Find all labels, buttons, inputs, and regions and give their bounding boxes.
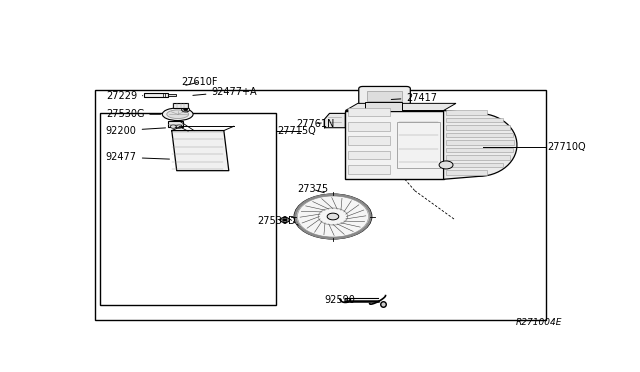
Bar bbox=[168, 94, 176, 96]
Circle shape bbox=[294, 194, 372, 239]
Bar bbox=[446, 155, 510, 160]
Text: 27715Q: 27715Q bbox=[277, 126, 316, 135]
Text: 27530G: 27530G bbox=[106, 109, 161, 119]
Circle shape bbox=[327, 213, 339, 220]
Circle shape bbox=[170, 125, 176, 128]
Bar bbox=[346, 110, 444, 179]
Bar bbox=[365, 102, 403, 110]
Bar bbox=[100, 113, 276, 305]
Bar bbox=[348, 122, 390, 131]
Text: 92477+A: 92477+A bbox=[193, 87, 257, 97]
Text: 27229: 27229 bbox=[106, 91, 143, 101]
Circle shape bbox=[283, 219, 287, 221]
FancyBboxPatch shape bbox=[359, 86, 410, 105]
Text: R271004E: R271004E bbox=[516, 318, 562, 327]
Text: 27610F: 27610F bbox=[182, 77, 218, 87]
Bar bbox=[173, 103, 188, 108]
Bar bbox=[367, 91, 403, 101]
Polygon shape bbox=[324, 113, 346, 128]
Bar bbox=[348, 108, 390, 116]
Text: 27417: 27417 bbox=[391, 93, 437, 103]
Bar bbox=[348, 165, 390, 173]
Ellipse shape bbox=[163, 108, 193, 121]
Bar bbox=[446, 170, 487, 175]
Bar bbox=[168, 121, 183, 126]
Text: 92590: 92590 bbox=[324, 295, 355, 305]
Text: 27530D: 27530D bbox=[257, 216, 296, 226]
Text: 27761N: 27761N bbox=[296, 119, 334, 129]
Text: 92200: 92200 bbox=[106, 126, 166, 135]
Polygon shape bbox=[346, 103, 456, 110]
Bar bbox=[446, 140, 515, 145]
Bar bbox=[348, 151, 390, 159]
Text: 27375: 27375 bbox=[297, 184, 328, 194]
Bar bbox=[446, 110, 487, 115]
Circle shape bbox=[176, 125, 182, 128]
Polygon shape bbox=[172, 131, 229, 171]
Circle shape bbox=[439, 161, 453, 169]
Bar bbox=[446, 148, 513, 153]
Circle shape bbox=[182, 108, 189, 112]
Bar bbox=[446, 118, 503, 122]
Bar bbox=[446, 163, 503, 167]
Text: 27710Q: 27710Q bbox=[548, 142, 586, 152]
Circle shape bbox=[280, 217, 289, 222]
Bar bbox=[446, 125, 510, 130]
Ellipse shape bbox=[167, 110, 189, 119]
Bar bbox=[145, 93, 168, 97]
Circle shape bbox=[184, 109, 188, 111]
Text: 92477: 92477 bbox=[106, 152, 170, 162]
Bar bbox=[446, 133, 513, 137]
Polygon shape bbox=[444, 110, 517, 179]
Bar bbox=[95, 90, 547, 320]
Bar bbox=[397, 122, 440, 168]
Bar bbox=[348, 136, 390, 145]
